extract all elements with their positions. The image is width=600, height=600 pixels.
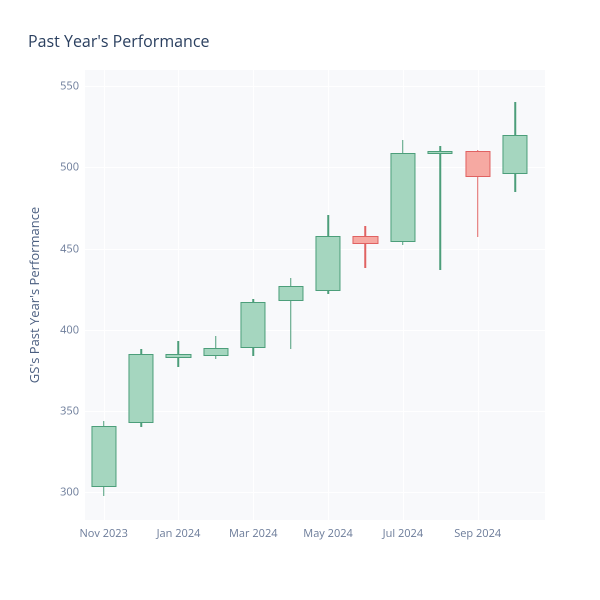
gridline-v — [253, 70, 254, 520]
gridline-h — [85, 411, 545, 412]
gridline-v — [178, 70, 179, 520]
gridline-h — [85, 86, 545, 87]
candle-wick — [365, 226, 367, 268]
candle-body — [428, 151, 453, 154]
plot-area — [85, 70, 545, 520]
candle-body — [390, 153, 415, 242]
x-tick-label: Sep 2024 — [454, 526, 501, 541]
candle-body — [91, 426, 116, 488]
candle-wick — [440, 146, 442, 269]
x-tick-label: May 2024 — [303, 526, 353, 541]
y-tick-label: 450 — [53, 241, 79, 256]
chart-container: Past Year's Performance GS's Past Year's… — [0, 0, 600, 600]
y-tick-label: 500 — [53, 160, 79, 175]
gridline-h — [85, 492, 545, 493]
candle-body — [316, 236, 341, 291]
candle-body — [241, 302, 266, 347]
gridline-h — [85, 330, 545, 331]
y-tick-label: 350 — [53, 404, 79, 419]
x-tick-label: Jul 2024 — [383, 526, 424, 541]
candle-body — [465, 151, 490, 177]
x-tick-label: Jan 2024 — [157, 526, 201, 541]
candle-body — [129, 354, 154, 422]
x-tick-label: Mar 2024 — [229, 526, 278, 541]
chart-title: Past Year's Performance — [28, 30, 210, 52]
y-tick-label: 300 — [53, 485, 79, 500]
gridline-v — [328, 70, 329, 520]
candle-body — [278, 286, 303, 301]
x-tick-label: Nov 2023 — [79, 526, 127, 541]
gridline-v — [403, 70, 404, 520]
gridline-v — [478, 70, 479, 520]
candle-body — [353, 236, 378, 244]
candle-body — [503, 135, 528, 174]
y-tick-label: 400 — [53, 322, 79, 337]
candle-body — [203, 348, 228, 356]
y-tick-label: 550 — [53, 79, 79, 94]
y-axis-title: GS's Past Year's Performance — [25, 207, 43, 383]
candle-body — [166, 354, 191, 357]
